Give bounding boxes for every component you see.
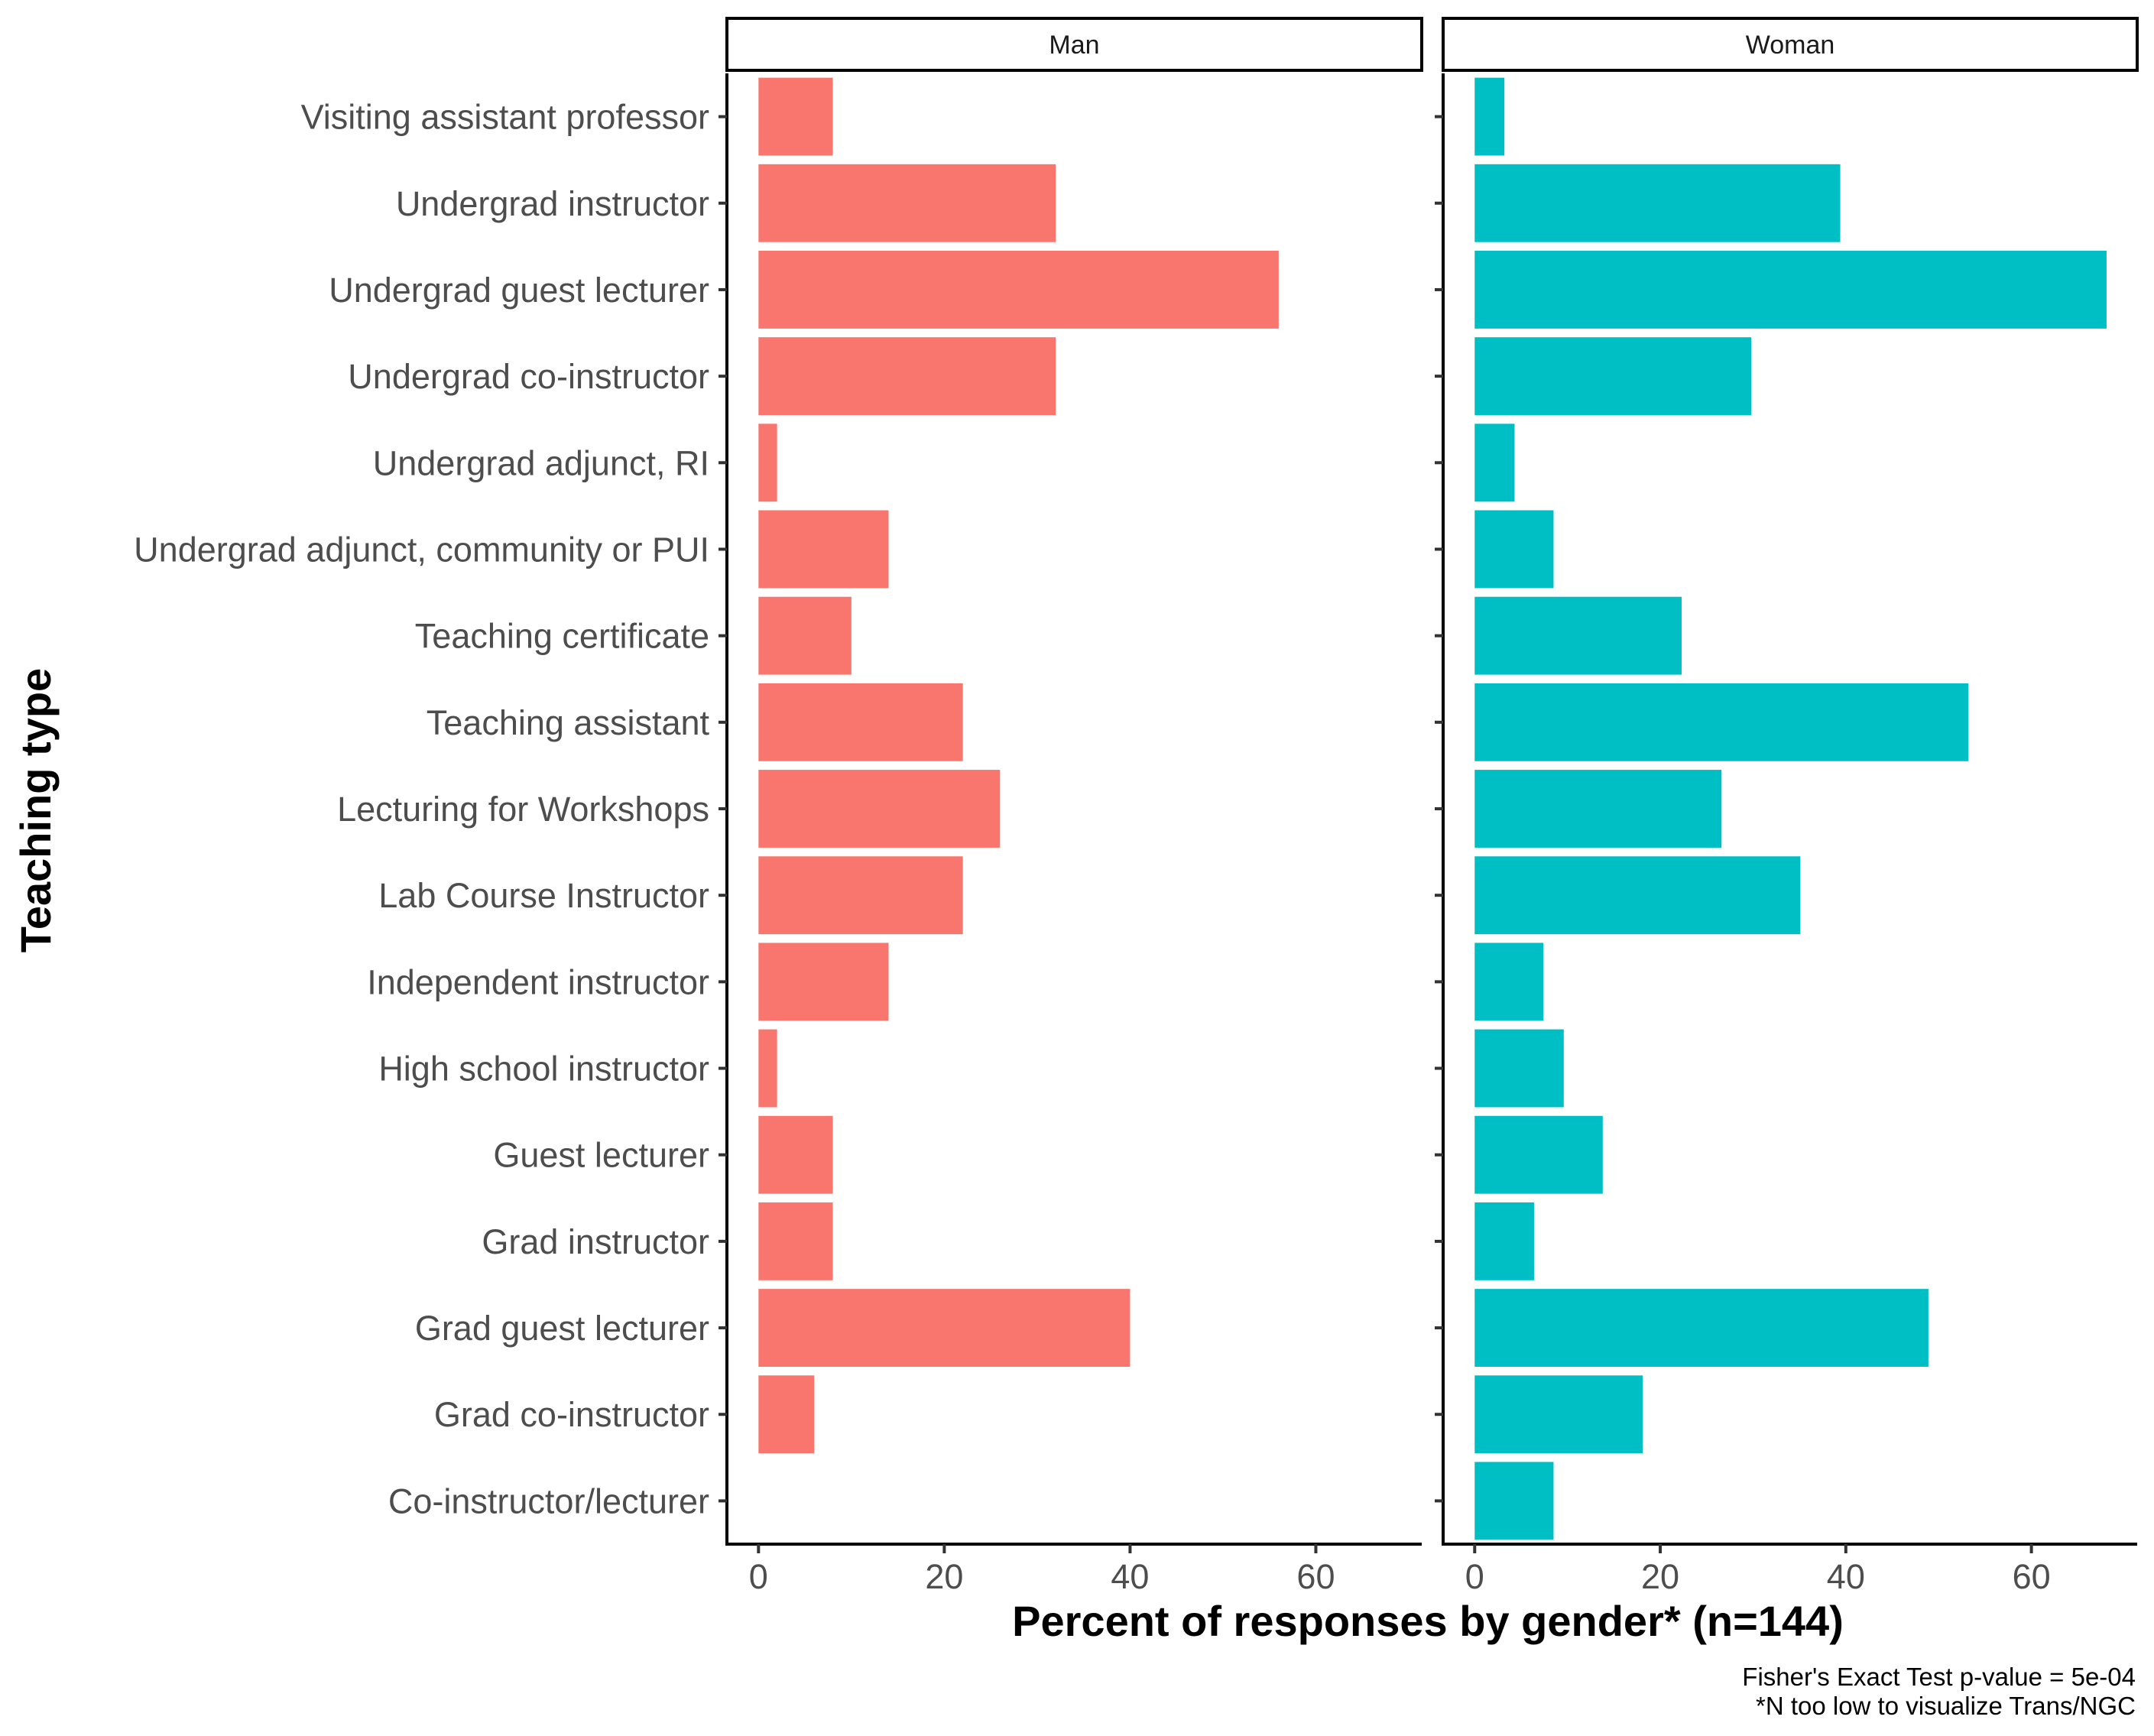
bar-man-visiting-assistant-professor bbox=[758, 77, 833, 156]
strip-woman bbox=[1442, 17, 2139, 72]
bar-woman-undergrad-adjunct-ri bbox=[1474, 423, 1515, 502]
x-tick-label-woman: 40 bbox=[1827, 1557, 1865, 1596]
category-label-undergrad-adjunct-ri: Undergrad adjunct, RI bbox=[373, 443, 709, 482]
bar-man-teaching-certificate bbox=[758, 596, 852, 675]
category-label-independent-instructor: Independent instructor bbox=[367, 962, 709, 1001]
category-label-undergrad-adjunct-community-or-pui: Undergrad adjunct, community or PUI bbox=[134, 530, 709, 569]
bar-woman-co-instructor-lecturer bbox=[1474, 1462, 1554, 1540]
bar-man-grad-co-instructor bbox=[758, 1375, 815, 1454]
x-tick-label-woman: 20 bbox=[1641, 1557, 1679, 1596]
panel-woman: 0 20 40 60 bbox=[1435, 73, 2137, 1596]
bar-woman-guest-lecturer bbox=[1474, 1115, 1603, 1194]
bar-woman-grad-guest-lecturer bbox=[1474, 1289, 1929, 1367]
category-label-undergrad-guest-lecturer: Undergrad guest lecturer bbox=[329, 271, 709, 310]
strip-label-man: Man bbox=[1049, 31, 1099, 60]
bar-man-undergrad-instructor bbox=[758, 164, 1056, 242]
x-tick-label-woman: 0 bbox=[1465, 1557, 1484, 1596]
bar-man-lab-course-instructor bbox=[758, 856, 963, 935]
category-label-lab-course-instructor: Lab Course Instructor bbox=[378, 876, 709, 915]
category-label-co-instructor-lecturer: Co-instructor/lecturer bbox=[388, 1481, 709, 1520]
x-tick-label-man: 0 bbox=[749, 1557, 768, 1596]
bar-man-teaching-assistant bbox=[758, 683, 963, 761]
bar-woman-lecturing-for-workshops bbox=[1474, 770, 1722, 848]
bar-woman-teaching-assistant bbox=[1474, 683, 1969, 761]
y-axis-title: Teaching type bbox=[11, 668, 60, 952]
category-label-teaching-certificate: Teaching certificate bbox=[415, 617, 709, 656]
bar-woman-lab-course-instructor bbox=[1474, 856, 1801, 935]
bar-man-undergrad-co-instructor bbox=[758, 337, 1056, 416]
category-label-grad-guest-lecturer: Grad guest lecturer bbox=[415, 1309, 709, 1348]
category-label-grad-instructor: Grad instructor bbox=[482, 1222, 709, 1261]
x-tick-label-man: 60 bbox=[1296, 1557, 1335, 1596]
bar-woman-undergrad-adjunct-community-or-pui bbox=[1474, 510, 1554, 589]
bar-woman-grad-instructor bbox=[1474, 1202, 1534, 1280]
category-label-guest-lecturer: Guest lecturer bbox=[493, 1136, 709, 1175]
category-label-grad-co-instructor: Grad co-instructor bbox=[434, 1395, 709, 1434]
category-label-lecturing-for-workshops: Lecturing for Workshops bbox=[337, 790, 709, 829]
category-label-high-school-instructor: High school instructor bbox=[378, 1050, 709, 1089]
bar-man-lecturing-for-workshops bbox=[758, 770, 1001, 848]
x-axis-title: Percent of responses by gender* (n=144) bbox=[1012, 1597, 1844, 1645]
bar-man-undergrad-guest-lecturer bbox=[758, 251, 1279, 329]
x-tick-label-man: 40 bbox=[1111, 1557, 1149, 1596]
x-tick-label-woman: 60 bbox=[2013, 1557, 2051, 1596]
bar-woman-independent-instructor bbox=[1474, 943, 1544, 1021]
bar-man-guest-lecturer bbox=[758, 1115, 833, 1194]
bar-woman-undergrad-co-instructor bbox=[1474, 337, 1752, 416]
bar-woman-high-school-instructor bbox=[1474, 1029, 1564, 1108]
bar-man-undergrad-adjunct-ri bbox=[758, 423, 777, 502]
facet-panels: 0 20 40 60 0 20 40 60 bbox=[719, 73, 2137, 1596]
category-label-visiting-assistant-professor: Visiting assistant professor bbox=[301, 98, 709, 137]
caption-line-1: Fisher's Exact Test p-value = 5e-04 bbox=[1742, 1663, 2136, 1691]
bar-woman-visiting-assistant-professor bbox=[1474, 77, 1505, 156]
bar-man-high-school-instructor bbox=[758, 1029, 777, 1108]
panel-man: 0 20 40 60 bbox=[719, 73, 1422, 1596]
category-labels: Visiting assistant professor Undergrad in… bbox=[134, 98, 709, 1521]
bar-man-grad-guest-lecturer bbox=[758, 1289, 1131, 1367]
category-label-teaching-assistant: Teaching assistant bbox=[427, 703, 710, 742]
x-tick-label-man: 20 bbox=[925, 1557, 963, 1596]
facet-strips: Man Woman bbox=[725, 17, 2139, 72]
bar-man-grad-instructor bbox=[758, 1202, 833, 1280]
category-label-undergrad-co-instructor: Undergrad co-instructor bbox=[348, 357, 709, 396]
bar-woman-undergrad-guest-lecturer bbox=[1474, 251, 2107, 329]
bar-woman-grad-co-instructor bbox=[1474, 1375, 1643, 1454]
bar-woman-teaching-certificate bbox=[1474, 596, 1682, 675]
bar-man-independent-instructor bbox=[758, 943, 889, 1021]
strip-label-woman: Woman bbox=[1746, 31, 1835, 60]
bar-man-undergrad-adjunct-community-or-pui bbox=[758, 510, 889, 589]
category-label-undergrad-instructor: Undergrad instructor bbox=[396, 184, 709, 223]
bar-woman-undergrad-instructor bbox=[1474, 164, 1841, 242]
caption-line-2: *N too low to visualize Trans/NGC bbox=[1756, 1692, 2136, 1720]
strip-man bbox=[725, 17, 1423, 72]
